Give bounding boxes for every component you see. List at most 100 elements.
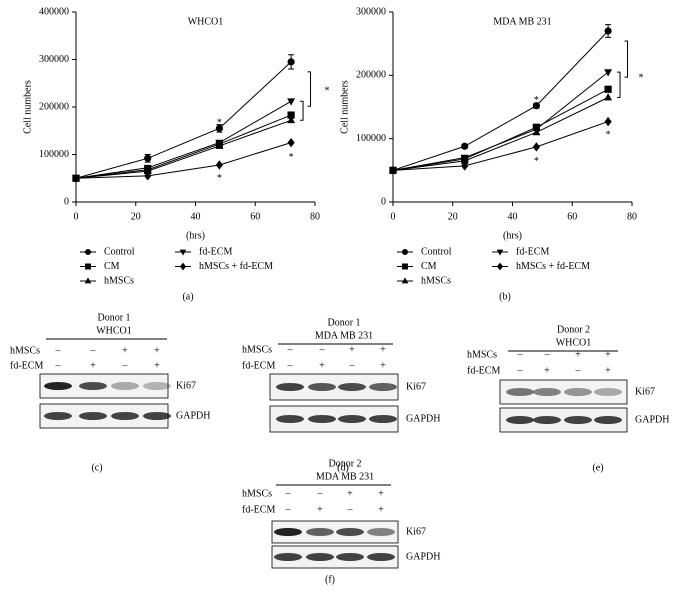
marker <box>85 249 91 255</box>
sign: – <box>287 344 294 355</box>
x-axis-label: (hrs) <box>503 230 522 241</box>
band-label: Ki67 <box>406 526 426 537</box>
series-line <box>75 61 292 179</box>
marker <box>144 154 152 162</box>
x-tick-label: 0 <box>74 211 79 222</box>
band <box>308 415 336 423</box>
marker <box>143 164 152 173</box>
legend-label: Control <box>421 246 452 257</box>
marker <box>604 69 613 77</box>
cell-line: WHCO1 <box>556 337 592 348</box>
band <box>44 382 72 390</box>
band <box>143 382 171 390</box>
y-tick-label: 200000 <box>356 70 386 81</box>
legend-label: hMSCs + fd-ECM <box>516 261 590 272</box>
row-label: hMSCs <box>242 488 272 499</box>
caption: (d) <box>337 462 349 473</box>
band <box>506 388 534 396</box>
marker <box>497 262 503 271</box>
row-label: fd-ECM <box>242 504 275 515</box>
sign: + <box>380 360 386 371</box>
annotation: * <box>324 85 329 96</box>
band-label: GAPDH <box>406 551 440 562</box>
band <box>274 553 302 561</box>
y-tick-label: 0 <box>381 196 386 207</box>
chart-title: MDA MB 231 <box>493 16 551 27</box>
marker <box>85 263 91 270</box>
marker <box>287 115 296 124</box>
sign: + <box>380 344 386 355</box>
series-line <box>392 121 609 171</box>
sign: – <box>517 365 524 376</box>
y-tick-label: 300000 <box>356 6 386 17</box>
y-tick-label: 0 <box>64 196 69 207</box>
band <box>308 383 336 391</box>
x-tick-label: 60 <box>567 211 577 222</box>
sign: – <box>517 349 524 360</box>
x-tick-label: 80 <box>627 211 637 222</box>
cell-line: WHCO1 <box>96 325 132 336</box>
donor: Donor 2 <box>328 458 361 469</box>
legend-label: hMSCs <box>421 275 451 286</box>
y-tick-label: 400000 <box>39 6 69 17</box>
annotation: * <box>534 95 539 106</box>
x-tick-label: 40 <box>191 211 201 222</box>
band <box>594 388 622 396</box>
y-axis-label: Cell numbers <box>22 80 33 134</box>
sign: – <box>285 488 292 499</box>
band-label: GAPDH <box>176 410 210 421</box>
band <box>367 528 395 536</box>
band <box>367 553 395 561</box>
band <box>533 388 561 396</box>
legend-label: hMSCs + fd-ECM <box>199 261 273 272</box>
marker <box>604 85 612 93</box>
y-tick-label: 100000 <box>356 133 386 144</box>
blot-box <box>499 379 628 405</box>
band-label: GAPDH <box>635 414 669 425</box>
band <box>111 382 139 390</box>
band <box>369 383 397 391</box>
marker <box>287 58 295 66</box>
band <box>338 383 366 391</box>
x-tick-label: 20 <box>131 211 141 222</box>
band <box>79 412 107 420</box>
bracket <box>307 71 312 107</box>
y-tick-label: 300000 <box>39 54 69 65</box>
sign: + <box>347 488 353 499</box>
marker <box>496 249 504 256</box>
marker <box>144 171 152 181</box>
band <box>276 383 304 391</box>
sign: – <box>347 504 354 515</box>
x-tick-label: 20 <box>448 211 458 222</box>
chart-title: WHCO1 <box>188 16 224 27</box>
bracket <box>617 71 621 98</box>
donor: Donor 2 <box>557 324 590 335</box>
row-label: hMSCs <box>10 345 40 356</box>
marker <box>287 98 296 106</box>
legend-label: CM <box>421 261 437 272</box>
row-label: fd-ECM <box>10 360 43 371</box>
band <box>44 412 72 420</box>
band-label: GAPDH <box>406 413 440 424</box>
caption: (a) <box>182 291 193 302</box>
caption: (c) <box>91 462 102 473</box>
series-line <box>392 97 609 171</box>
marker <box>604 93 613 101</box>
sign: – <box>285 504 292 515</box>
x-tick-label: 80 <box>310 211 320 222</box>
sign: – <box>317 488 324 499</box>
y-tick-label: 200000 <box>39 101 69 112</box>
sign: – <box>55 360 62 371</box>
sign: + <box>154 360 160 371</box>
bracket <box>624 40 629 78</box>
legend-label: fd-ECM <box>199 246 232 257</box>
sign: – <box>349 360 356 371</box>
band <box>506 416 534 424</box>
row-label: fd-ECM <box>467 365 500 376</box>
annotation: * <box>217 173 222 184</box>
marker <box>287 137 295 148</box>
sign: + <box>575 349 581 360</box>
band <box>564 388 592 396</box>
sign: – <box>122 360 129 371</box>
